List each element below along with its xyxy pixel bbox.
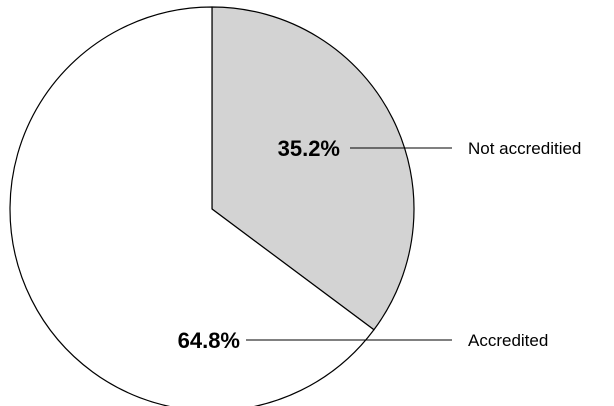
pie-slice-not-accreditied [211, 6, 415, 331]
slice-category-label: Accredited [468, 331, 548, 350]
pie-slice-accredited [9, 6, 375, 406]
slice-percent-label: 64.8% [178, 328, 240, 353]
slice-category-label: Not accreditied [468, 139, 581, 158]
slice-percent-label: 35.2% [278, 136, 340, 161]
